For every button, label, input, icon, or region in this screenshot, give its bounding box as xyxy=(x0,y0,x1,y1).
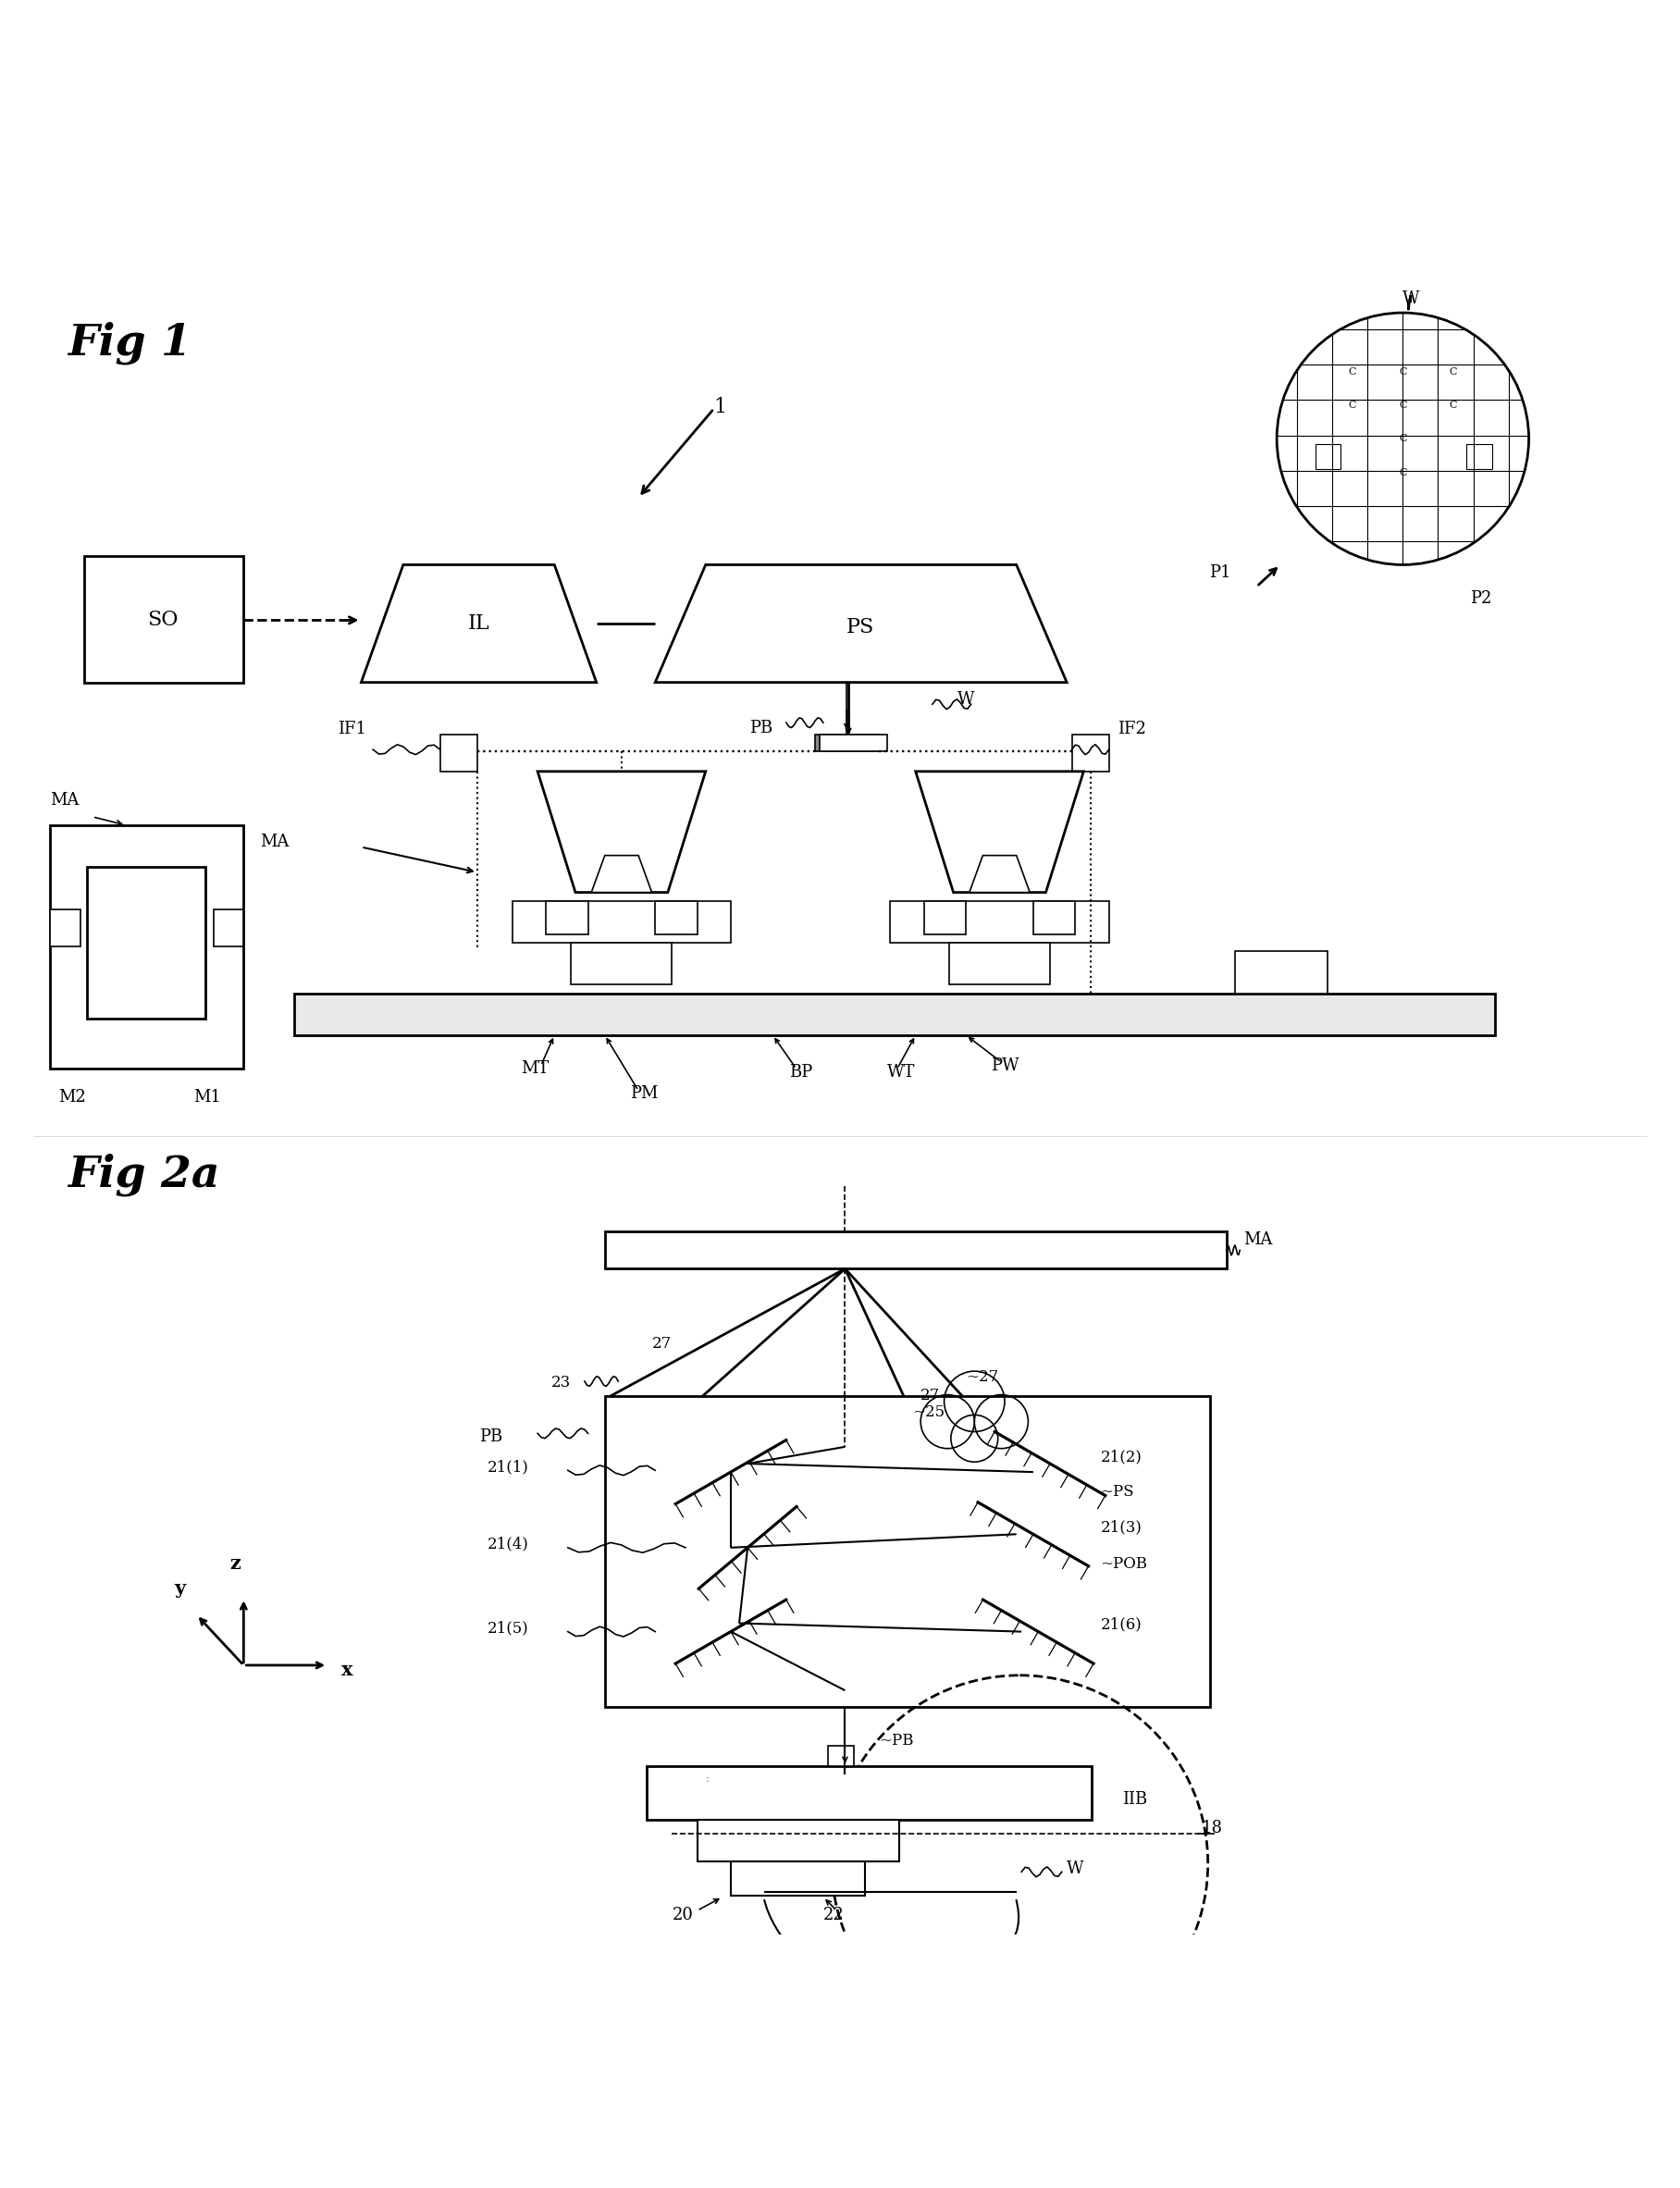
Text: 27: 27 xyxy=(652,1337,672,1352)
Text: Fig 2a: Fig 2a xyxy=(67,1153,220,1197)
Text: C: C xyxy=(1399,368,1406,376)
Bar xyxy=(647,1766,1092,1820)
Text: Fig 1: Fig 1 xyxy=(67,322,192,363)
Text: :: : xyxy=(706,1774,709,1783)
Text: M1: M1 xyxy=(193,1090,220,1105)
Text: MT: MT xyxy=(521,1061,549,1076)
Bar xyxy=(1315,444,1341,468)
Text: WT: WT xyxy=(887,1063,916,1081)
Text: ~PS: ~PS xyxy=(1100,1483,1134,1501)
Bar xyxy=(655,901,697,934)
Bar xyxy=(949,943,1050,985)
Bar xyxy=(815,735,879,750)
Text: ~27: ~27 xyxy=(966,1370,998,1385)
Text: W: W xyxy=(1067,1860,1084,1877)
Bar xyxy=(50,910,81,945)
Bar xyxy=(87,866,205,1017)
Text: 21(5): 21(5) xyxy=(487,1621,529,1637)
Text: PW: PW xyxy=(991,1057,1020,1074)
Polygon shape xyxy=(969,856,1030,893)
Bar xyxy=(440,735,477,772)
Text: C: C xyxy=(1349,400,1356,409)
Text: 22: 22 xyxy=(823,1908,845,1923)
Text: C: C xyxy=(1399,433,1406,444)
Bar xyxy=(84,556,244,683)
Text: P1: P1 xyxy=(1210,565,1231,582)
Bar xyxy=(890,901,1109,943)
Text: C: C xyxy=(1399,468,1406,477)
Text: C: C xyxy=(1399,400,1406,409)
Text: 21(4): 21(4) xyxy=(487,1536,529,1551)
Text: 27: 27 xyxy=(921,1387,941,1405)
Text: IL: IL xyxy=(467,613,491,635)
Text: M2: M2 xyxy=(59,1090,86,1105)
Text: ~25: ~25 xyxy=(912,1405,944,1420)
Polygon shape xyxy=(916,772,1084,893)
Text: PB: PB xyxy=(479,1429,502,1444)
Text: 23: 23 xyxy=(551,1374,571,1389)
Bar xyxy=(924,901,966,934)
Text: C: C xyxy=(1450,400,1457,409)
Text: IF1: IF1 xyxy=(338,722,366,737)
Text: y: y xyxy=(175,1580,185,1597)
Text: ~POB: ~POB xyxy=(1100,1556,1147,1573)
Text: C: C xyxy=(1349,368,1356,376)
Bar xyxy=(546,901,588,934)
Bar xyxy=(512,901,731,943)
Text: PS: PS xyxy=(847,617,874,637)
Polygon shape xyxy=(361,565,596,683)
Text: z: z xyxy=(230,1553,240,1573)
Polygon shape xyxy=(538,772,706,893)
Bar xyxy=(605,1232,1226,1269)
Text: MA: MA xyxy=(1243,1232,1272,1249)
Text: 21(1): 21(1) xyxy=(487,1459,529,1475)
Bar xyxy=(294,993,1495,1035)
Text: IF2: IF2 xyxy=(1117,722,1146,737)
Text: x: x xyxy=(341,1661,353,1680)
Text: C: C xyxy=(1450,368,1457,376)
Text: MA: MA xyxy=(50,792,79,807)
Polygon shape xyxy=(591,856,652,893)
Bar xyxy=(213,910,244,945)
Bar xyxy=(697,1820,899,1862)
Text: ~PB: ~PB xyxy=(879,1733,914,1748)
Bar xyxy=(731,1862,865,1895)
Bar xyxy=(828,1746,853,1766)
Text: 21(2): 21(2) xyxy=(1100,1448,1142,1464)
Bar xyxy=(1033,901,1075,934)
Bar xyxy=(1467,444,1492,468)
Text: P2: P2 xyxy=(1470,591,1492,606)
Bar xyxy=(50,825,244,1068)
Text: 1: 1 xyxy=(714,396,727,418)
Text: MA: MA xyxy=(260,834,289,851)
Text: 21(3): 21(3) xyxy=(1100,1521,1142,1536)
Text: 18: 18 xyxy=(1201,1820,1223,1836)
Text: PM: PM xyxy=(630,1085,659,1103)
Bar xyxy=(605,1396,1210,1707)
Bar xyxy=(820,735,887,750)
Text: 20: 20 xyxy=(672,1908,694,1923)
Bar xyxy=(571,943,672,985)
Text: IIB: IIB xyxy=(1122,1792,1147,1807)
Bar xyxy=(1072,735,1109,772)
Text: 21(6): 21(6) xyxy=(1100,1617,1142,1632)
Polygon shape xyxy=(655,565,1067,683)
Text: W: W xyxy=(1403,291,1420,309)
Text: SO: SO xyxy=(148,610,178,630)
Text: BP: BP xyxy=(790,1063,813,1081)
Text: W: W xyxy=(958,691,974,707)
Bar xyxy=(1235,952,1327,993)
Text: PB: PB xyxy=(749,720,773,735)
